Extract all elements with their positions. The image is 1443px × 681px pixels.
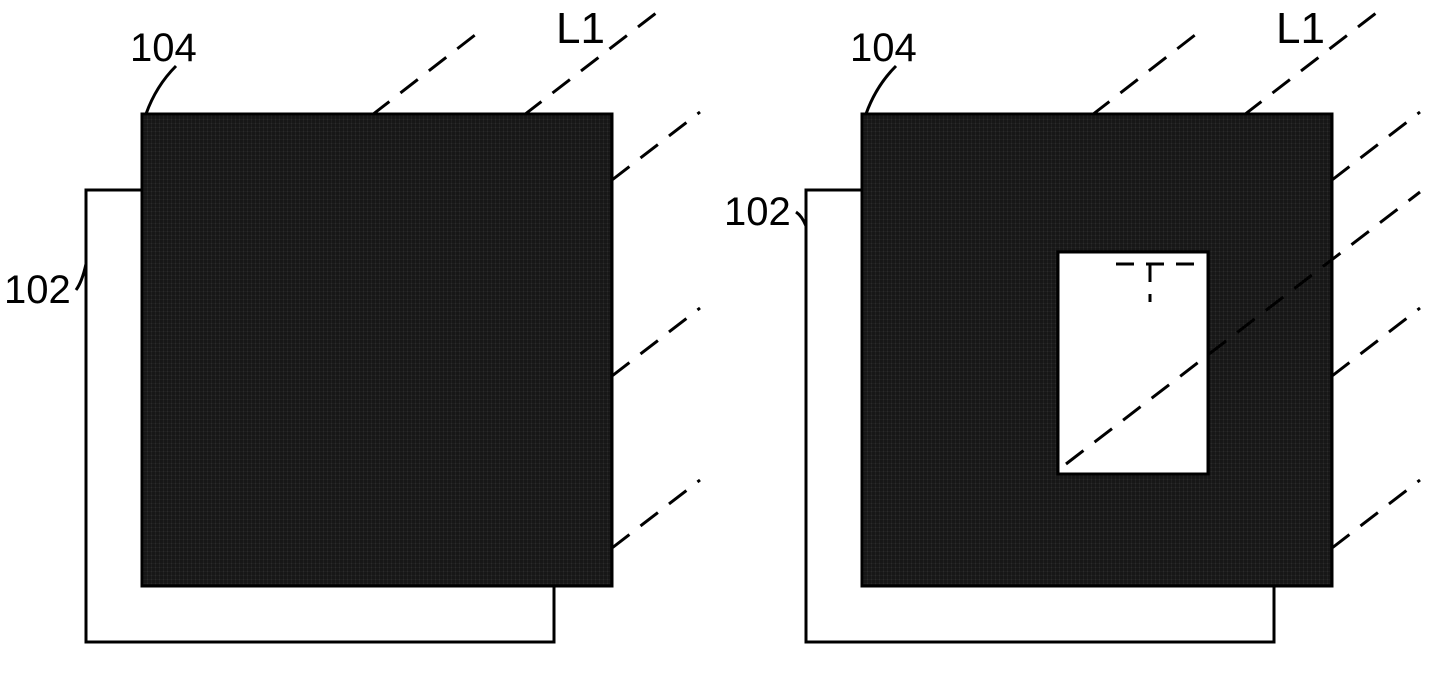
panel-right: L1 104 102 xyxy=(720,0,1443,681)
panel-left-svg xyxy=(0,0,720,681)
label-104: 104 xyxy=(130,26,197,71)
label-102: 102 xyxy=(4,268,71,313)
label-104: 104 xyxy=(850,26,917,71)
figure-stage: L1 104 102 xyxy=(0,0,1443,681)
rect-104 xyxy=(862,114,1332,586)
label-102: 102 xyxy=(724,190,791,235)
label-L1: L1 xyxy=(1276,4,1325,54)
rect-104 xyxy=(142,114,612,586)
panel-right-svg xyxy=(720,0,1443,681)
label-L1: L1 xyxy=(556,4,605,54)
panel-left: L1 104 102 xyxy=(0,0,720,681)
